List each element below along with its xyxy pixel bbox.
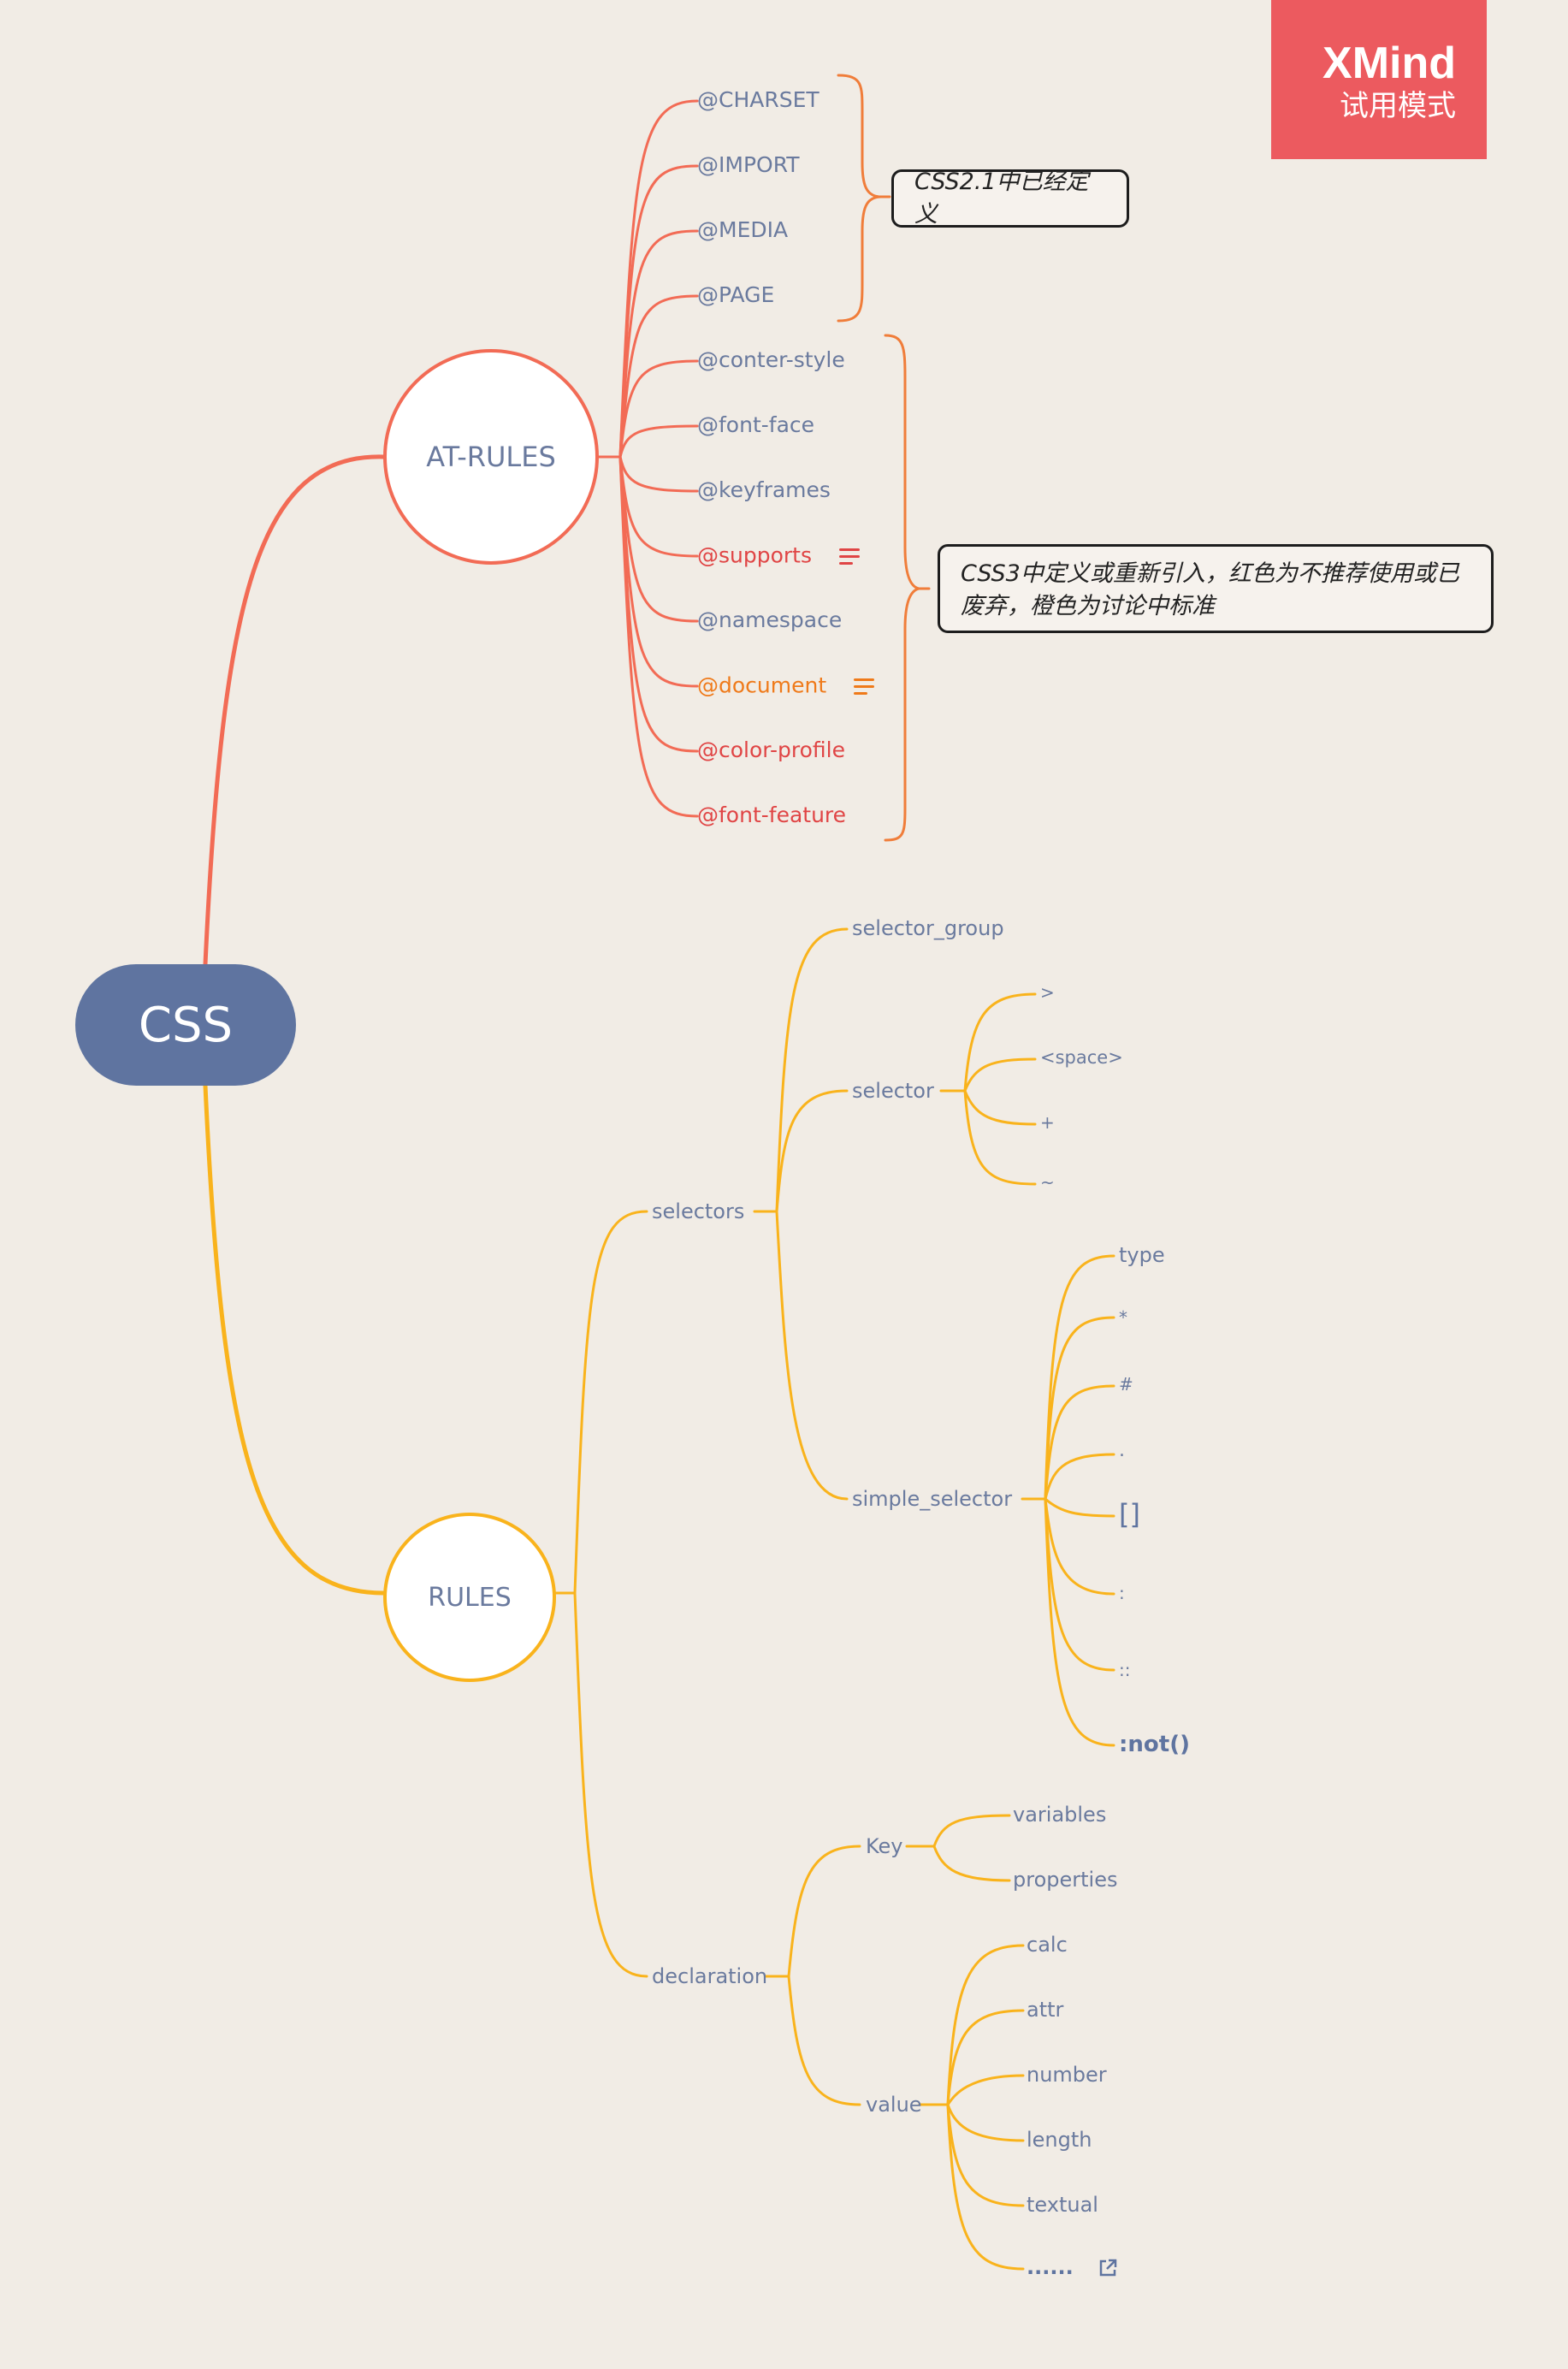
combinator-descendant[interactable]: <space> [1040, 1047, 1123, 1068]
at-rules-connectors [597, 99, 699, 818]
rules-connectors [554, 927, 1115, 2271]
topic-rules-label: RULES [428, 1582, 512, 1613]
value-more-label: ...... [1027, 2255, 1074, 2279]
value-textual[interactable]: textual [1027, 2193, 1098, 2217]
topic-simple-selector[interactable]: simple_selector [852, 1487, 1013, 1511]
simple-selector-id[interactable]: # [1119, 1374, 1133, 1395]
at-rule-import[interactable]: @IMPORT [697, 152, 800, 177]
at-rule-page[interactable]: @PAGE [697, 282, 775, 307]
value-calc[interactable]: calc [1027, 1933, 1068, 1957]
summary-css21-text: CSS2.1中已经定义 [914, 169, 1089, 228]
combinator-child[interactable]: > [1040, 982, 1055, 1003]
branch-root-rules [203, 1083, 386, 1596]
at-rule-supports-label: @supports [697, 542, 813, 568]
topic-key[interactable]: Key [866, 1834, 903, 1858]
value-length[interactable]: length [1027, 2128, 1092, 2152]
at-rule-keyframes[interactable]: @keyframes [697, 477, 831, 502]
simple-selector-not[interactable]: :not() [1119, 1732, 1190, 1757]
topic-at-rules[interactable]: AT-RULES [383, 349, 599, 565]
simple-selector-type[interactable]: type [1119, 1243, 1165, 1267]
at-rule-document-label: @document [697, 672, 827, 698]
topic-rules[interactable]: RULES [383, 1513, 556, 1682]
combinator-adjacent[interactable]: + [1040, 1112, 1055, 1133]
at-rule-document[interactable]: @document [697, 672, 875, 699]
simple-selector-pseudo-element[interactable]: :: [1119, 1660, 1131, 1680]
root-topic[interactable]: CSS [75, 964, 296, 1086]
at-rule-media[interactable]: @MEDIA [697, 217, 789, 242]
topic-selectors[interactable]: selectors [652, 1199, 745, 1223]
notes-icon[interactable] [854, 674, 875, 699]
trial-mode-label: 试用模式 [1340, 89, 1456, 123]
bracket-css3 [884, 334, 920, 842]
combinator-sibling[interactable]: ~ [1040, 1172, 1055, 1193]
topic-declaration[interactable]: declaration [652, 1964, 768, 1988]
summary-css21[interactable]: CSS2.1中已经定义 [891, 169, 1129, 228]
topic-at-rules-label: AT-RULES [426, 441, 556, 473]
summary-css3-line1: CSS3中定义或重新引入，红色为不推荐使用或已 [961, 560, 1459, 587]
branch-root-at-rules [203, 454, 386, 967]
summary-css3[interactable]: CSS3中定义或重新引入，红色为不推荐使用或已 废弃，橙色为讨论中标准 [938, 544, 1494, 633]
value-more[interactable]: ...... [1027, 2257, 1119, 2279]
at-rule-font-feature[interactable]: @font-feature [697, 802, 847, 827]
xmind-logo-text: XMind [1322, 38, 1456, 88]
simple-selector-pseudo-class[interactable]: : [1119, 1583, 1125, 1603]
notes-icon[interactable] [838, 544, 860, 569]
at-rule-namespace[interactable]: @namespace [697, 607, 843, 632]
topic-value[interactable]: value [866, 2093, 922, 2117]
at-rule-font-face[interactable]: @font-face [697, 412, 815, 437]
topic-selector[interactable]: selector [852, 1079, 934, 1103]
xmind-trial-badge[interactable]: XMind 试用模式 [1271, 0, 1487, 159]
key-variables[interactable]: variables [1013, 1803, 1107, 1827]
bracket-css21 [837, 74, 882, 323]
simple-selector-universal[interactable]: * [1119, 1307, 1127, 1328]
summary-css3-line2: 废弃，橙色为讨论中标准 [961, 593, 1215, 619]
at-rule-charset[interactable]: @CHARSET [697, 87, 820, 112]
simple-selector-class[interactable]: . [1119, 1440, 1125, 1461]
at-rule-color-profile[interactable]: @color-profile [697, 737, 845, 762]
value-attr[interactable]: attr [1027, 1998, 1064, 2022]
at-rule-supports[interactable]: @supports [697, 544, 860, 569]
value-number[interactable]: number [1027, 2063, 1107, 2087]
simple-selector-attribute[interactable]: [] [1119, 1498, 1140, 1531]
at-rule-conter-style[interactable]: @conter-style [697, 347, 845, 372]
topic-selector-group[interactable]: selector_group [852, 916, 1004, 940]
external-link-icon[interactable] [1097, 2257, 1119, 2279]
key-properties[interactable]: properties [1013, 1868, 1118, 1892]
